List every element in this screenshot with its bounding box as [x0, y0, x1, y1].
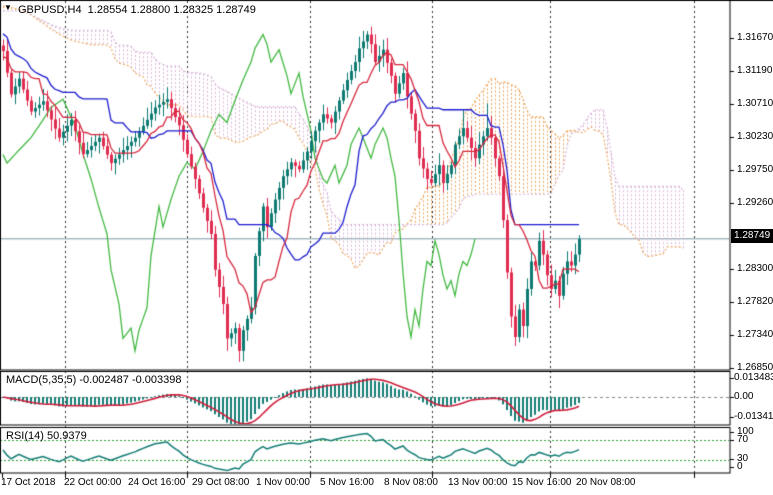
price-axis-label: 1.29750 — [737, 164, 773, 175]
price-axis-label: 1.30230 — [737, 131, 773, 142]
time-axis[interactable]: 17 Oct 2018 22 Oct 00:00 24 Oct 16:00 29 Oc… — [0, 474, 773, 495]
rsi-axis-label: 70 — [737, 434, 749, 445]
macd-axis-label: 0.00 — [734, 391, 754, 402]
time-axis-label: 29 Oct 08:00 — [192, 477, 250, 488]
price-axis[interactable]: 1.31670 1.31190 1.30710 1.30230 1.29750 1.292… — [730, 0, 773, 474]
time-axis-label: 20 Nov 08:00 — [576, 477, 636, 488]
time-axis-label: 1 Nov 00:00 — [256, 477, 310, 488]
price-axis-label: 1.27820 — [737, 296, 773, 307]
macd-axis-label: 0.013483 — [734, 372, 773, 383]
price-axis-label: 1.31190 — [737, 65, 773, 76]
price-axis-label: 1.29260 — [737, 197, 773, 208]
time-axis-label: 24 Oct 16:00 — [128, 477, 186, 488]
time-axis-label: 5 Nov 16:00 — [320, 477, 374, 488]
macd-indicator-label: MACD(5,35,5) -0.002487 -0.003398 — [6, 374, 182, 386]
rsi-axis-label: 30 — [737, 453, 749, 464]
price-axis-label: 1.31670 — [737, 32, 773, 43]
macd-axis-label: -0.013415 — [734, 411, 773, 422]
price-axis-label: 1.30710 — [737, 98, 773, 109]
time-axis-label: 22 Oct 00:00 — [64, 477, 122, 488]
current-price-box: 1.28749 — [731, 229, 773, 243]
time-axis-label: 8 Nov 08:00 — [384, 477, 438, 488]
time-axis-label: 17 Oct 2018 — [1, 477, 56, 488]
collapse-icon[interactable]: ▼ — [4, 3, 12, 12]
price-axis-label: 1.28300 — [737, 263, 773, 274]
price-axis-label: 1.27340 — [737, 329, 773, 340]
rsi-indicator-label: RSI(14) 50.9379 — [6, 430, 87, 442]
rsi-axis-label: 0 — [737, 461, 743, 472]
chart-title: GBPUSD,H4 1.28554 1.28800 1.28325 1.2874… — [18, 4, 256, 16]
price-axis-label: 1.26850 — [737, 362, 773, 373]
time-axis-label: 15 Nov 16:00 — [512, 477, 572, 488]
time-axis-label: 13 Nov 00:00 — [448, 477, 508, 488]
rsi-axis-label: 100 — [737, 426, 754, 437]
